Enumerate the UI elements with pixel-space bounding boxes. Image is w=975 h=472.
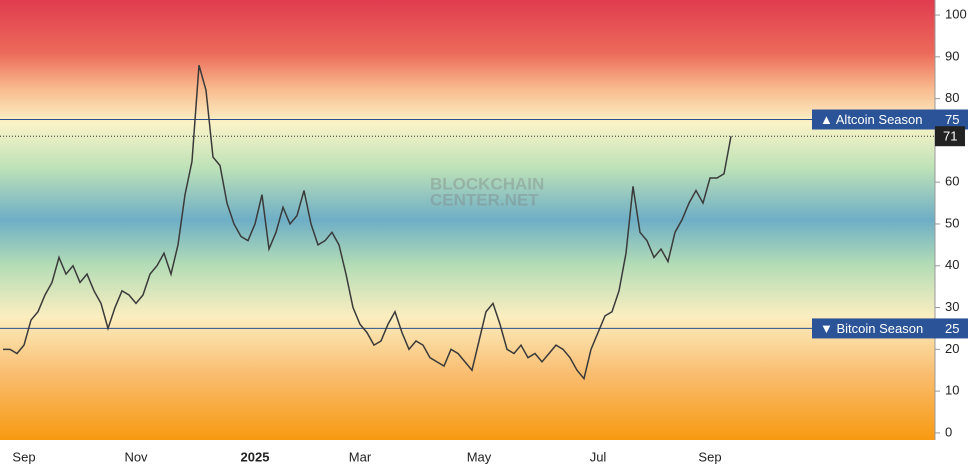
y-tick-label: 10 bbox=[945, 383, 959, 398]
last-value-label: 71 bbox=[943, 129, 957, 144]
watermark: CENTER.NET bbox=[430, 190, 539, 209]
threshold-label: ▲ Altcoin Season bbox=[820, 112, 922, 127]
threshold-label-box bbox=[812, 109, 940, 130]
x-tick-label: Jul bbox=[590, 449, 607, 464]
threshold-value: 75 bbox=[945, 112, 959, 127]
x-tick-label: Mar bbox=[349, 449, 372, 464]
x-tick-label: Sep bbox=[12, 449, 35, 464]
y-tick-label: 30 bbox=[945, 299, 959, 314]
x-tick-label: Nov bbox=[124, 449, 148, 464]
plot-background bbox=[0, 0, 935, 440]
x-tick-label: May bbox=[467, 449, 492, 464]
threshold-value-box bbox=[940, 318, 968, 339]
x-tick-label: Sep bbox=[698, 449, 721, 464]
x-tick-label: 2025 bbox=[241, 449, 270, 464]
y-tick-label: 0 bbox=[945, 424, 952, 439]
y-tick-label: 100 bbox=[945, 6, 967, 21]
y-tick-label: 80 bbox=[945, 90, 959, 105]
y-tick-label: 40 bbox=[945, 257, 959, 272]
index-line bbox=[3, 64, 732, 381]
y-tick-label: 20 bbox=[945, 341, 959, 356]
y-tick-label: 90 bbox=[945, 48, 959, 63]
threshold-value: 25 bbox=[945, 321, 959, 336]
y-tick-label: 50 bbox=[945, 215, 959, 230]
threshold-label-box bbox=[812, 318, 940, 339]
watermark: BLOCKCHAIN bbox=[430, 174, 544, 193]
threshold-value-box bbox=[940, 109, 968, 130]
threshold-label: ▼ Bitcoin Season bbox=[820, 321, 923, 336]
y-tick-label: 60 bbox=[945, 174, 959, 189]
last-value-box bbox=[935, 126, 965, 147]
